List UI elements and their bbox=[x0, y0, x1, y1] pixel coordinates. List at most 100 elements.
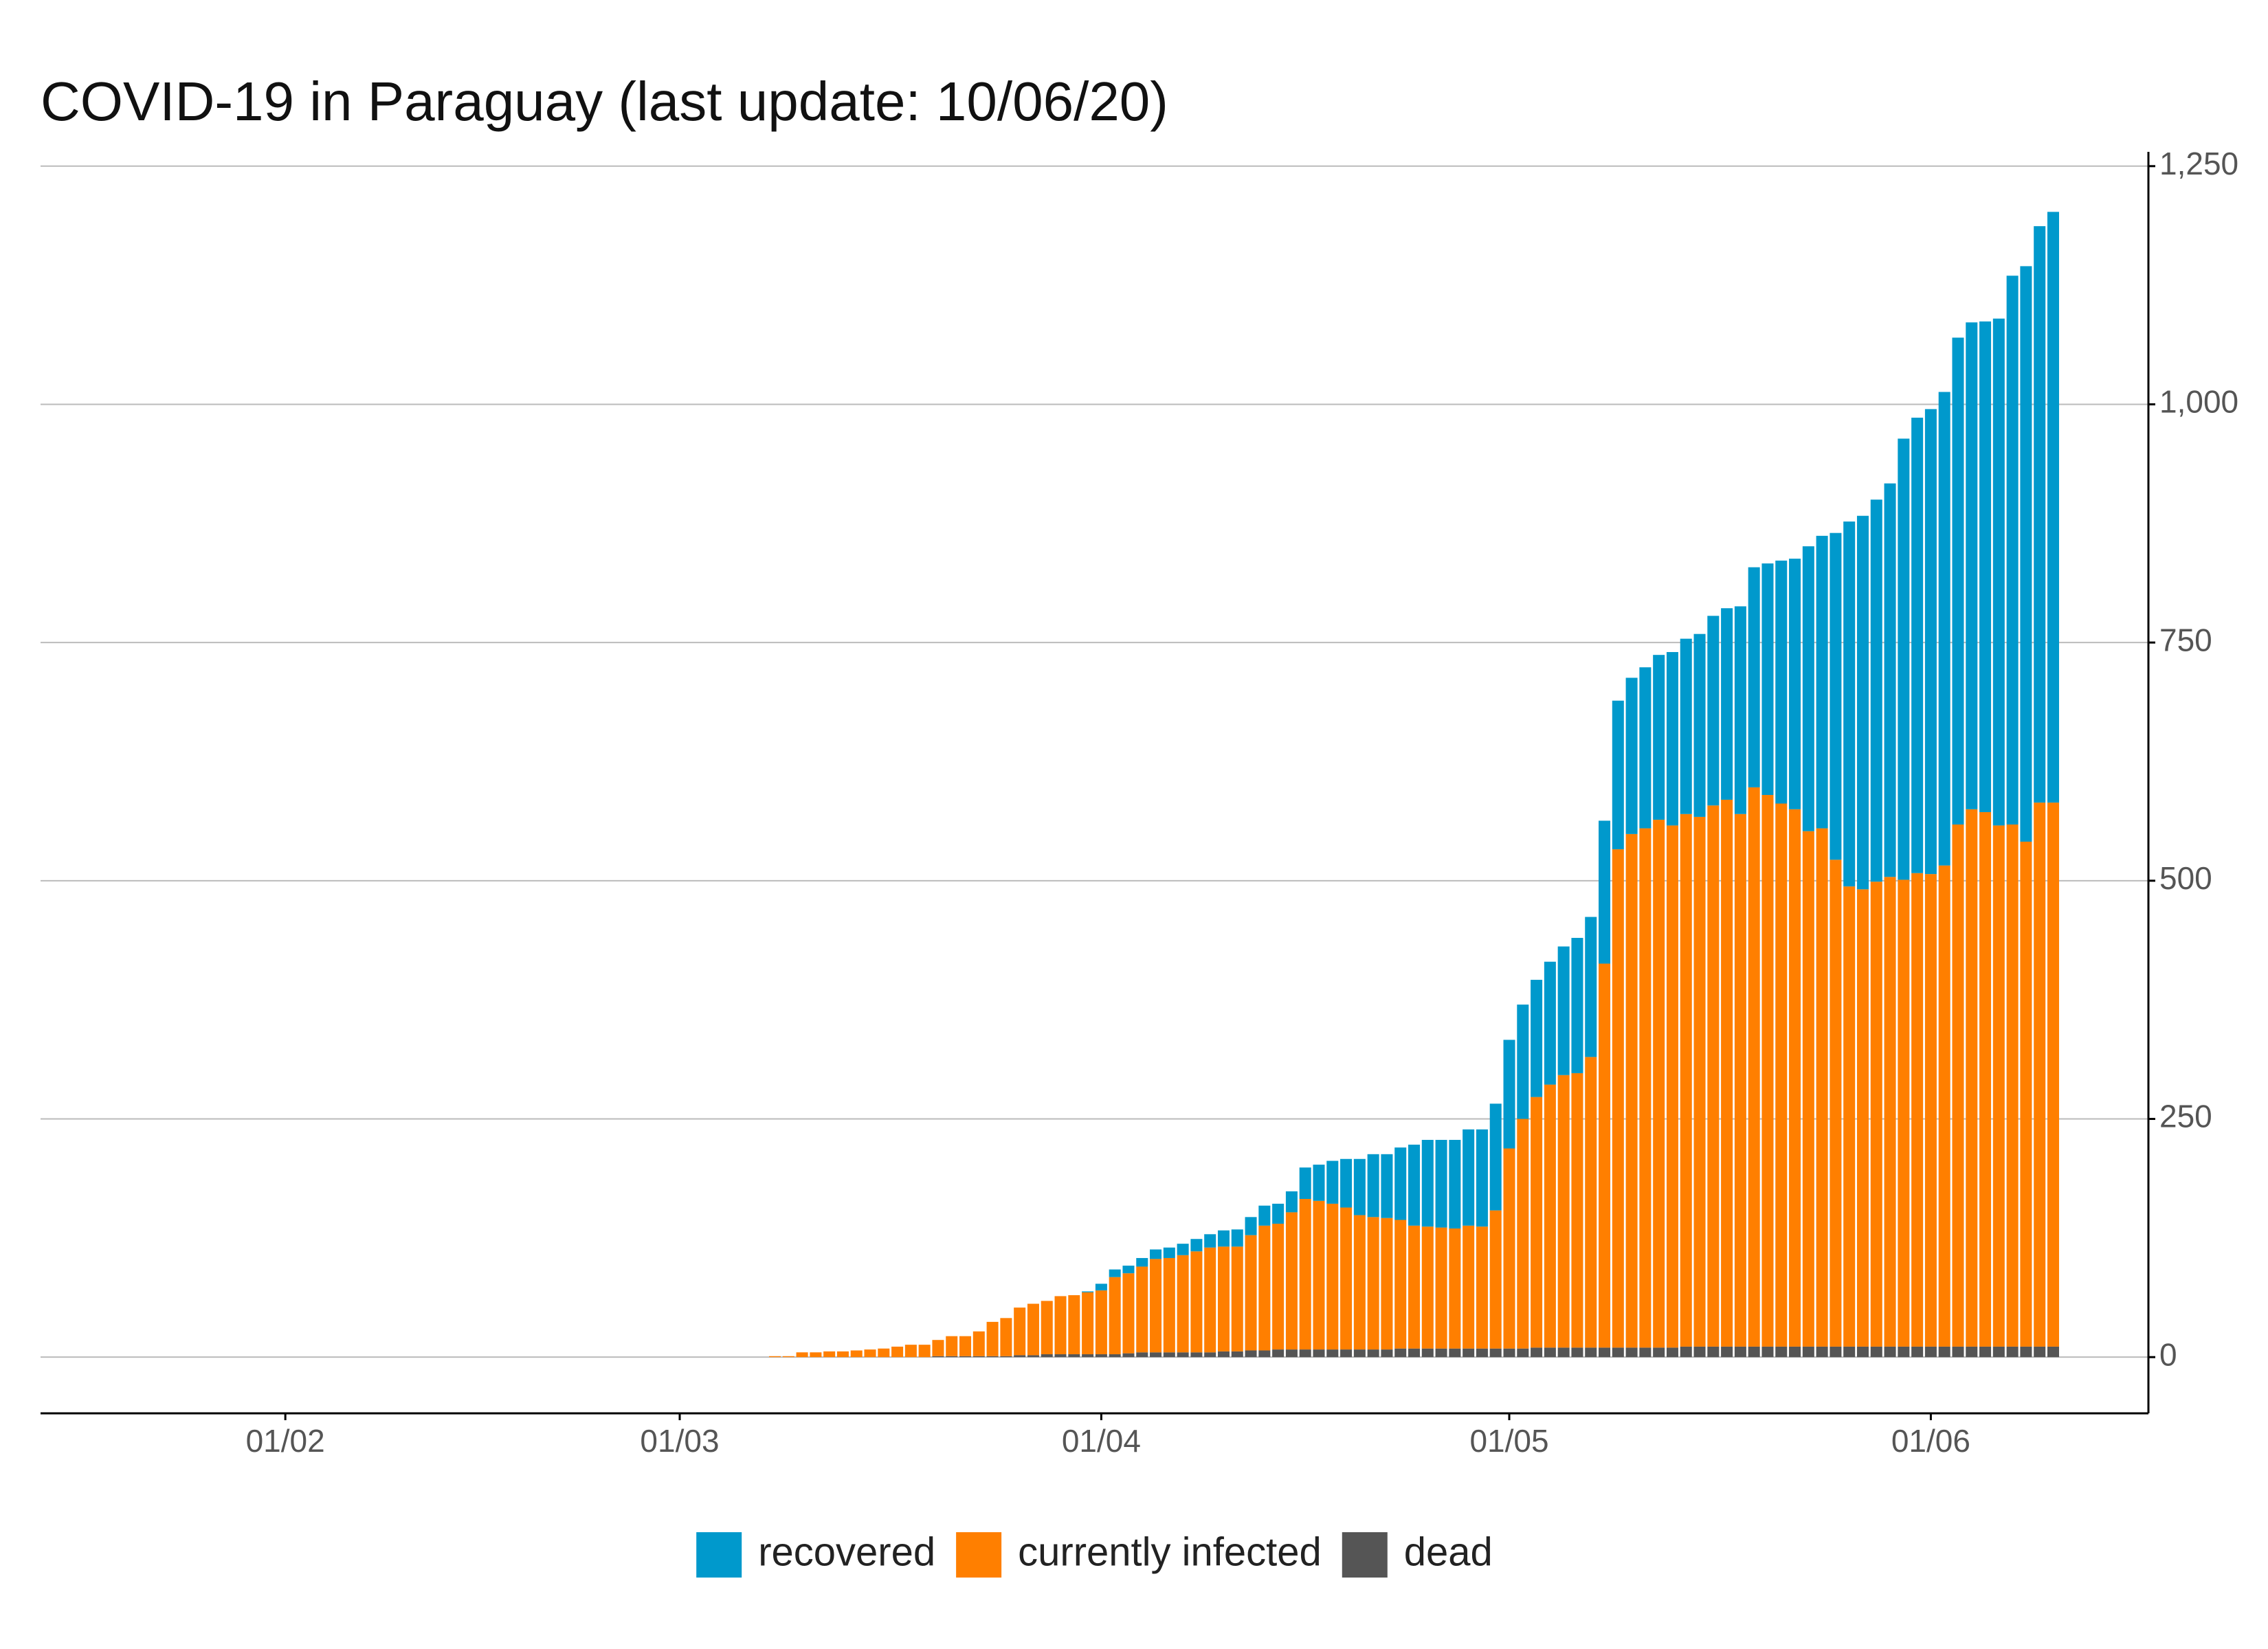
bar-segment bbox=[1150, 1249, 1162, 1259]
bar-segment bbox=[891, 1346, 904, 1358]
bar-segment bbox=[1775, 1346, 1788, 1358]
bar-segment bbox=[1666, 652, 1678, 826]
bar-segment bbox=[1449, 1140, 1461, 1229]
y-tick-label: 0 bbox=[2159, 1336, 2177, 1372]
bar-segment bbox=[1734, 814, 1746, 1347]
bar-segment bbox=[1408, 1144, 1421, 1226]
bar-segment bbox=[1938, 392, 1950, 866]
bar-segment bbox=[918, 1345, 931, 1358]
bar-segment bbox=[1816, 1346, 1828, 1358]
bar-segment bbox=[946, 1336, 958, 1356]
bar-segment bbox=[1666, 1347, 1678, 1358]
bar-segment bbox=[2047, 1346, 2059, 1358]
bar-segment bbox=[1775, 560, 1788, 804]
bar-segment bbox=[1571, 1347, 1583, 1358]
bar-segment bbox=[810, 1352, 822, 1358]
legend-swatch bbox=[956, 1532, 1002, 1578]
x-tick-label: 01/05 bbox=[1469, 1423, 1548, 1459]
bar-segment bbox=[1421, 1348, 1434, 1358]
bar-segment bbox=[1272, 1224, 1285, 1350]
bar-segment bbox=[1856, 1346, 1869, 1358]
bar-segment bbox=[850, 1350, 863, 1358]
bar-segment bbox=[1856, 515, 1869, 890]
bar-segment bbox=[1394, 1348, 1407, 1358]
bar-segment bbox=[1476, 1348, 1488, 1358]
bar-segment bbox=[2047, 212, 2059, 803]
bar-segment bbox=[1014, 1308, 1026, 1356]
bar-segment bbox=[1680, 814, 1692, 1347]
bar-segment bbox=[1748, 1346, 1760, 1358]
bar-segment bbox=[1884, 877, 1896, 1347]
bar-segment bbox=[1830, 532, 1842, 860]
bar-segment bbox=[1585, 1347, 1597, 1358]
bar-segment bbox=[1014, 1355, 1026, 1358]
bar-segment bbox=[1693, 816, 1706, 1347]
y-tick-label: 1,000 bbox=[2159, 384, 2238, 420]
y-tick-label: 250 bbox=[2159, 1099, 2212, 1134]
bar-segment bbox=[932, 1356, 944, 1358]
bar-segment bbox=[1217, 1246, 1230, 1351]
bar-segment bbox=[1693, 1346, 1706, 1358]
bar-segment bbox=[1313, 1200, 1325, 1350]
bar-segment bbox=[1761, 563, 1774, 796]
bar-segment bbox=[1544, 1084, 1556, 1348]
bar-segment bbox=[1027, 1355, 1039, 1358]
bar-segment bbox=[1000, 1356, 1012, 1358]
bar-segment bbox=[1394, 1147, 1407, 1220]
bar-segment bbox=[1884, 483, 1896, 877]
bar-segment bbox=[1898, 1346, 1910, 1358]
bar-segment bbox=[1721, 799, 1733, 1347]
bar-segment bbox=[1449, 1228, 1461, 1349]
bar-segment bbox=[1870, 1346, 1882, 1358]
bar-segment bbox=[1952, 1346, 1964, 1358]
bar-segment bbox=[1489, 1210, 1502, 1349]
bar-segment bbox=[1231, 1351, 1243, 1358]
bar-segment bbox=[1802, 831, 1814, 1347]
bar-segment bbox=[1272, 1203, 1285, 1224]
bar-segment bbox=[1557, 1075, 1570, 1348]
bar-segment bbox=[1299, 1198, 1311, 1350]
bar-segment bbox=[1599, 963, 1611, 1348]
bar-segment bbox=[1394, 1220, 1407, 1349]
bar-segment bbox=[1612, 1347, 1624, 1358]
bar-segment bbox=[782, 1356, 794, 1358]
bar-segment bbox=[932, 1340, 944, 1356]
bar-segment bbox=[1911, 417, 1924, 873]
x-tick-label: 01/04 bbox=[1062, 1423, 1141, 1459]
bar-segment bbox=[1299, 1167, 1311, 1199]
bar-segment bbox=[1313, 1165, 1325, 1201]
bar-segment bbox=[1421, 1226, 1434, 1349]
bar-segment bbox=[1177, 1244, 1189, 1255]
bar-segment bbox=[1476, 1226, 1488, 1349]
chart-title: COVID-19 in Paraguay (last update: 10/06… bbox=[41, 71, 1168, 132]
bar-segment bbox=[1503, 1148, 1515, 1349]
bar-segment bbox=[1531, 1097, 1543, 1348]
bar-segment bbox=[2020, 1346, 2032, 1358]
bar-segment bbox=[1204, 1234, 1216, 1248]
bar-segment bbox=[1000, 1318, 1012, 1356]
bar-segment bbox=[1802, 546, 1814, 831]
bar-segment bbox=[1870, 500, 1882, 882]
bar-segment bbox=[1761, 795, 1774, 1347]
bar-segment bbox=[1531, 980, 1543, 1097]
bar-segment bbox=[1775, 803, 1788, 1347]
bar-segment bbox=[1435, 1227, 1447, 1349]
bar-segment bbox=[1285, 1212, 1298, 1350]
legend-label: recovered bbox=[758, 1529, 935, 1574]
bar-segment bbox=[1884, 1346, 1896, 1358]
legend-label: currently infected bbox=[1018, 1529, 1322, 1574]
bar-segment bbox=[986, 1321, 999, 1356]
bar-segment bbox=[1707, 805, 1720, 1347]
bar-segment bbox=[1870, 882, 1882, 1347]
bar-segment bbox=[1177, 1255, 1189, 1353]
bar-segment bbox=[1517, 1348, 1529, 1358]
y-tick-label: 1,250 bbox=[2159, 146, 2238, 181]
bar-segment bbox=[1585, 917, 1597, 1057]
bar-segment bbox=[1122, 1266, 1135, 1274]
bar-segment bbox=[1816, 535, 1828, 829]
x-tick-label: 01/02 bbox=[246, 1423, 325, 1459]
bar-segment bbox=[1245, 1217, 1257, 1235]
bar-segment bbox=[1353, 1158, 1366, 1215]
bar-segment bbox=[1489, 1348, 1502, 1358]
